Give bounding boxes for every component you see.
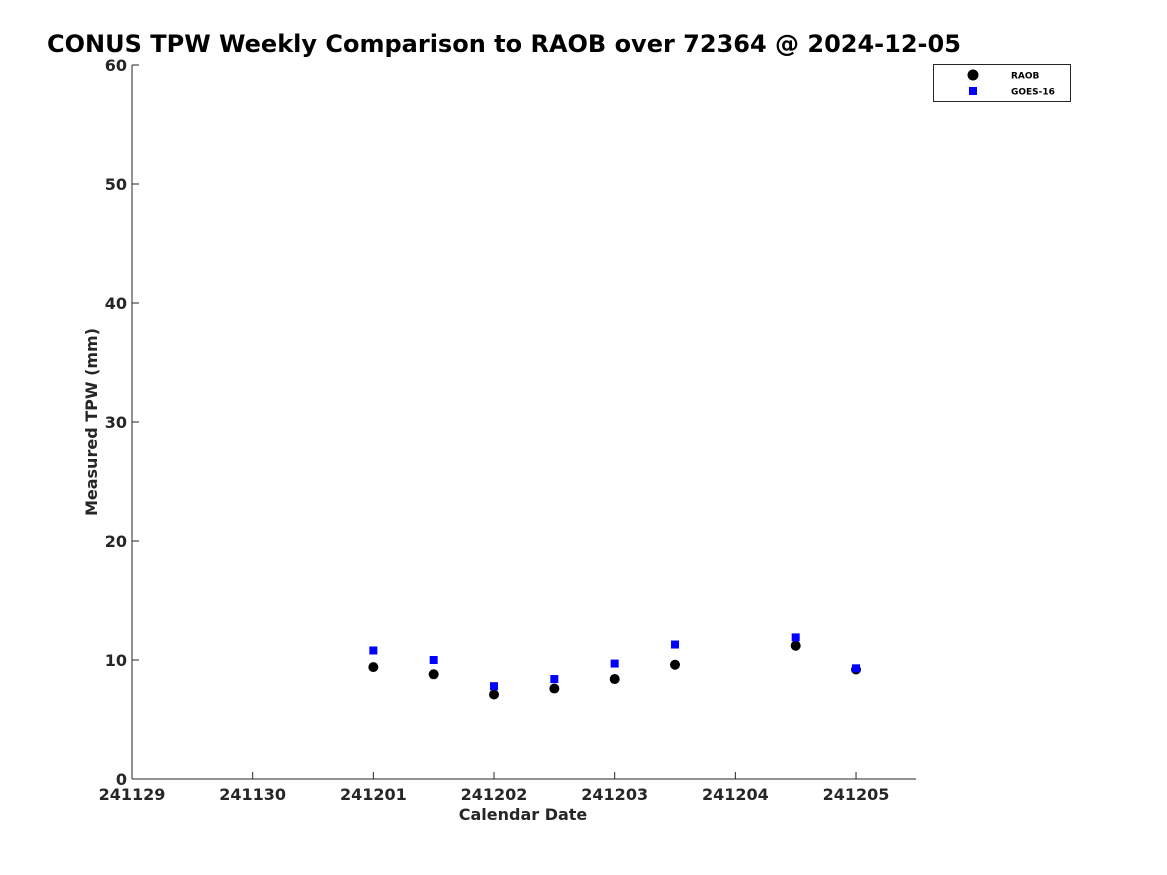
x-tick-label: 241129 [99,785,166,804]
goes16-data-point [550,675,559,684]
y-tick-label: 10 [105,651,127,670]
x-tick-label: 241201 [340,785,407,804]
x-tick-label: 241130 [219,785,286,804]
x-axis-ticks: 241129 241130 241201 241202 241203 241204 2412… [99,772,890,804]
x-tick-label: 241204 [702,785,769,804]
raob-data-point [790,640,801,651]
raob-data-point [549,683,560,694]
data-series [368,633,862,700]
y-tick-label: 0 [116,770,127,789]
legend-label-goes16: GOES-16 [1011,88,1055,98]
y-axis-label: Measured TPW (mm) [82,328,101,516]
goes16-data-point [852,664,861,673]
goes16-data-point [671,640,680,649]
y-tick-label: 60 [105,56,127,75]
legend-box [933,64,1071,102]
series-goes-16 [369,633,861,691]
y-tick-label: 40 [105,294,127,313]
y-tick-label: 20 [105,532,127,551]
chart-title: CONUS TPW Weekly Comparison to RAOB over… [47,30,961,58]
raob-data-point [670,659,681,670]
goes16-data-point [610,659,619,668]
y-tick-label: 50 [105,175,127,194]
legend: RAOB GOES-16 [933,64,1071,102]
goes16-data-point [791,633,800,642]
raob-data-point [609,674,620,685]
series-raob [368,640,862,700]
goes16-data-point [490,682,499,691]
goes16-data-point [369,646,378,655]
y-tick-label: 30 [105,413,127,432]
raob-data-point [428,669,439,680]
legend-marker-raob [967,69,979,81]
raob-data-point [368,662,379,673]
x-tick-label: 241203 [581,785,648,804]
legend-label-raob: RAOB [1011,72,1040,82]
x-axis-label: Calendar Date [459,805,588,824]
x-tick-label: 241202 [461,785,528,804]
x-tick-label: 241205 [823,785,890,804]
goes16-data-point [429,656,438,664]
legend-marker-goes16 [969,87,977,95]
y-axis-ticks: 0 10 20 30 40 50 60 [105,56,139,789]
raob-data-point [489,689,500,700]
